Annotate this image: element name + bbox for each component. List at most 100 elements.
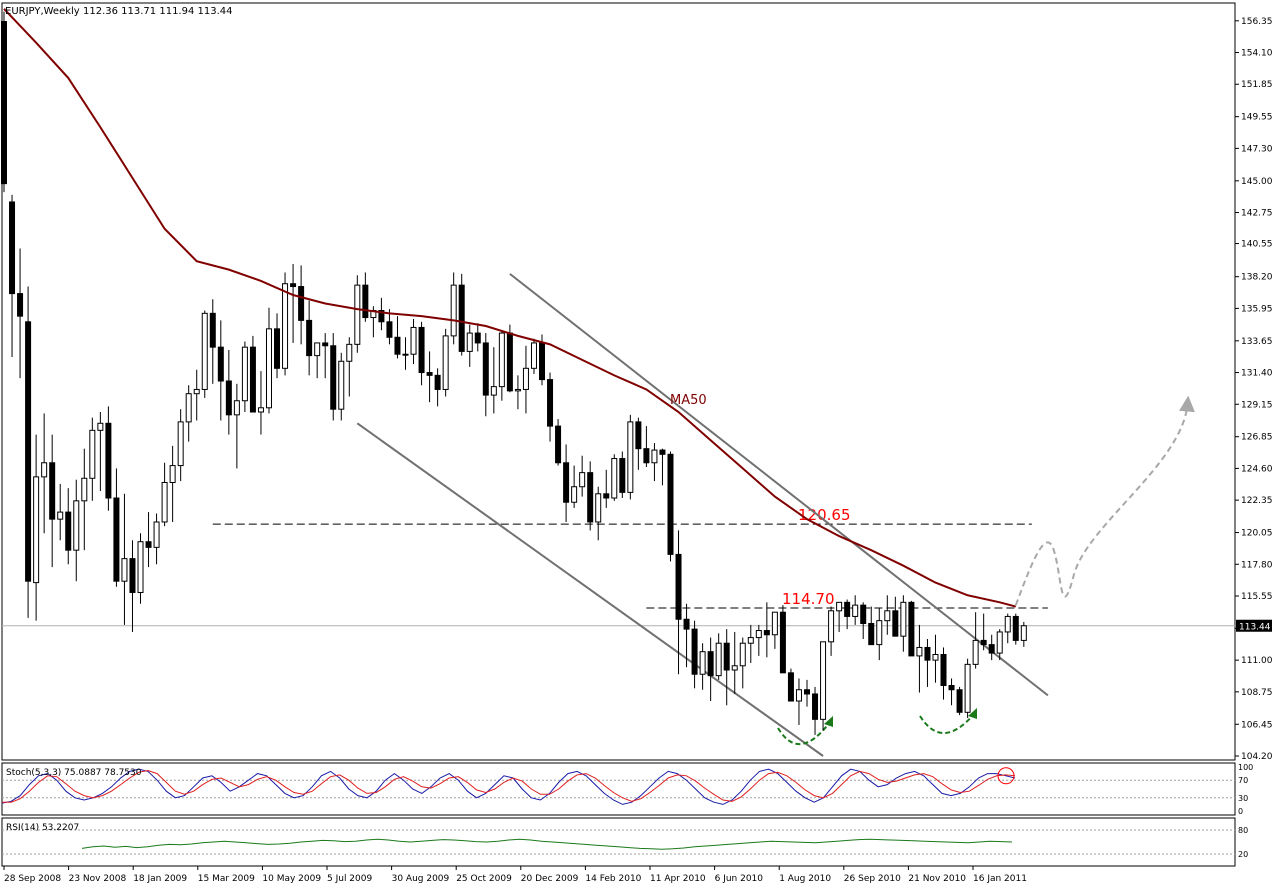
y-tick-label: 120.05 (1241, 529, 1273, 539)
candle-bear (145, 541, 152, 548)
candle-bear (426, 372, 433, 376)
candle-bull (996, 631, 1003, 654)
candle-bear (209, 312, 216, 348)
y-tick-label: 115.55 (1241, 592, 1273, 602)
candle-bear (860, 604, 867, 624)
candle-bull (354, 284, 361, 345)
candle-bull (121, 558, 128, 582)
candle-bear (274, 328, 281, 369)
candle-bear (635, 421, 642, 450)
candle-bull (530, 342, 537, 369)
candle-bear (306, 319, 313, 357)
candle-bull (884, 610, 891, 622)
panel-borders (1, 2, 1236, 867)
indicator-layer (1, 767, 1235, 855)
candle-bull (522, 367, 529, 390)
candle-bull (73, 500, 80, 551)
stochastic-level-label: 70 (1238, 776, 1248, 785)
candle-bull (747, 637, 754, 644)
candle-bear (298, 286, 305, 321)
candle-bear (547, 379, 554, 427)
candle-bull (972, 639, 979, 665)
candle-bear (65, 511, 72, 551)
candle-bear (643, 448, 650, 464)
candle-bull (771, 611, 778, 636)
x-tick-label: 6 Jun 2010 (715, 874, 764, 884)
main-panel-border (1, 2, 1236, 761)
candle-bear (804, 689, 810, 695)
candle-bear (217, 346, 224, 382)
candle-bull (571, 486, 578, 503)
candle-bull (820, 641, 827, 720)
y-tick-label: 140.55 (1241, 240, 1273, 250)
candlestick-series (1, 11, 1027, 735)
candle-bear (482, 342, 489, 396)
y-tick-label: 149.55 (1241, 113, 1273, 123)
candle-bull (314, 342, 321, 357)
y-tick-label: 147.30 (1241, 144, 1273, 154)
candle-bear (49, 462, 56, 520)
x-tick-label: 16 Jan 2011 (973, 874, 1027, 884)
candle-bull (257, 407, 264, 413)
x-tick-label: 5 Jul 2009 (327, 874, 372, 884)
y-tick-label: 133.65 (1241, 337, 1273, 347)
bounce-arrow (919, 713, 975, 734)
stochastic-label: Stoch(5,3,3) 75.0887 78.7530 (6, 768, 142, 778)
candle-bear (908, 601, 915, 657)
channel-line (356, 422, 824, 757)
x-tick-label: 28 Sep 2008 (4, 874, 61, 884)
candle-bull (739, 642, 746, 667)
candle-bear (225, 380, 232, 416)
candle-bear (924, 646, 931, 661)
candle-bull (715, 642, 722, 677)
candle-bear (322, 342, 329, 347)
candle-bull (651, 449, 658, 464)
stochastic-d-line (2, 770, 1016, 803)
candle-bear (956, 689, 963, 713)
axis-layer: 156.35 154.10 151.85 149.55 147.30 145.00 142.… (3, 17, 1273, 884)
candle-bear (779, 611, 786, 674)
candle-bear (105, 422, 112, 499)
candle-bull (1004, 615, 1011, 633)
stochastic-highlight-circle (997, 767, 1015, 785)
candle-bear (587, 472, 594, 523)
candle-bull (89, 429, 96, 479)
candle-bull (595, 493, 602, 523)
candle-bear (868, 622, 875, 646)
candle-bear (9, 201, 16, 295)
candle-bear (555, 425, 562, 464)
candle-bull (185, 393, 192, 423)
candle-bull (402, 353, 409, 356)
stochastic-panel-border (1, 762, 1236, 816)
x-tick-label: 18 Jan 2009 (133, 874, 187, 884)
candle-bull (346, 343, 353, 362)
candle-bull (795, 689, 802, 702)
candle-bull (466, 332, 473, 352)
candle-bull (233, 400, 240, 416)
x-tick-label: 15 Mar 2009 (198, 874, 255, 884)
candle-bull (241, 346, 248, 402)
y-tick-label: 138.20 (1241, 273, 1273, 283)
y-tick-label: 151.85 (1241, 80, 1273, 90)
candle-bear (563, 462, 570, 503)
y-tick-label: 129.15 (1241, 400, 1273, 410)
candle-bear (129, 558, 136, 593)
candle-bear (113, 497, 120, 582)
candle-bear (691, 628, 698, 675)
y-tick-label: 124.60 (1241, 464, 1273, 474)
candle-bear (988, 644, 995, 654)
candle-bull (1020, 625, 1027, 641)
candle-bear (506, 332, 513, 392)
candle-bull (201, 312, 208, 390)
rsi-level-label: 20 (1238, 850, 1248, 859)
candle-bear (667, 453, 674, 555)
y-tick-label: 131.40 (1241, 369, 1273, 379)
candle-bear (1012, 615, 1019, 641)
x-tick-label: 11 Apr 2010 (650, 874, 706, 884)
candle-bear (619, 458, 626, 493)
x-tick-label: 26 Sep 2010 (844, 874, 901, 884)
stochastic-k-line (1, 768, 1016, 805)
x-tick-label: 1 Aug 2010 (779, 874, 831, 884)
